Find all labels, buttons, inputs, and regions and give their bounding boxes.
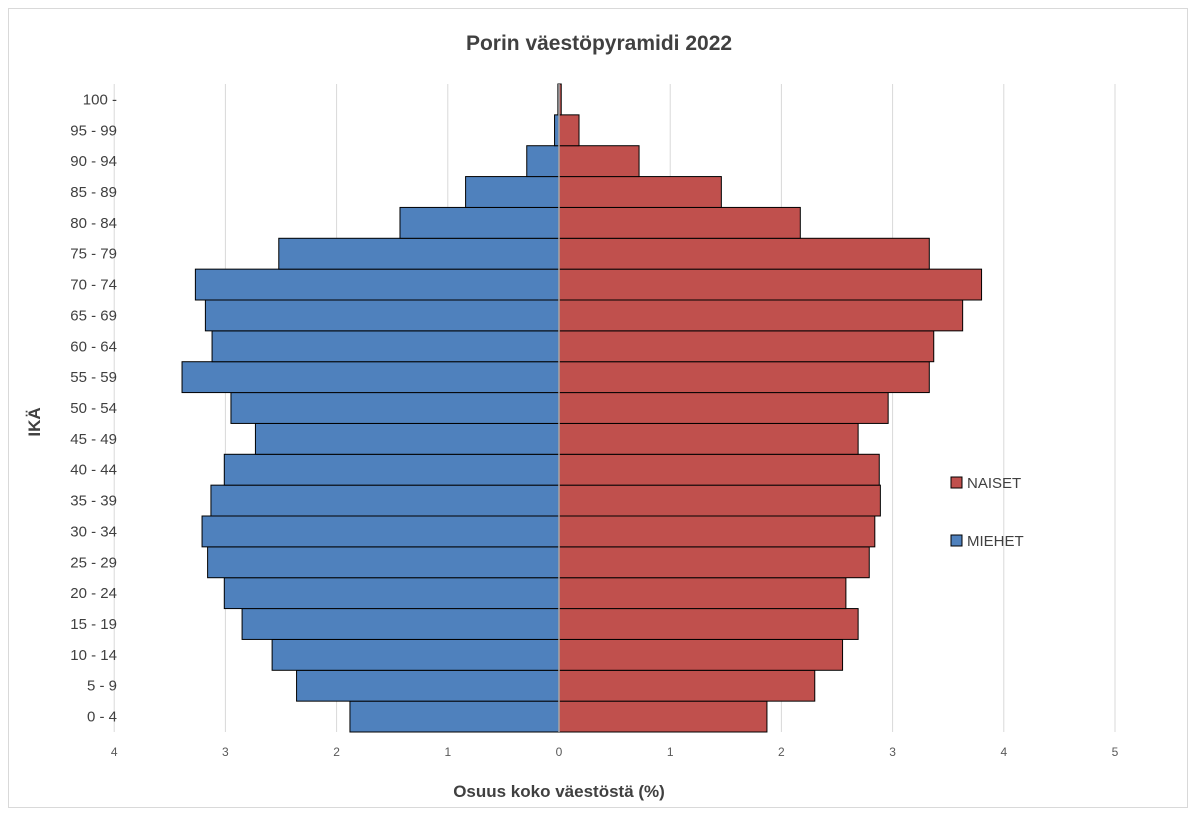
bar-miehet <box>194 268 560 301</box>
y-tick-label: 85 - 89 <box>70 184 117 201</box>
y-tick-label: 95 - 99 <box>70 122 117 139</box>
legend-label-naiset: NAISET <box>967 475 1021 492</box>
x-tick-label: 4 <box>111 745 118 759</box>
bar-naiset <box>558 330 935 363</box>
x-tick-label: 3 <box>222 745 229 759</box>
bar-miehet <box>207 546 560 579</box>
y-tick-labels: 0 - 4 5 - 9 10 - 14 15 - 19 20 - 24 25 - 29 30… <box>70 91 117 725</box>
bar-naiset <box>558 237 930 270</box>
bar-naiset <box>558 484 881 517</box>
y-tick-label: 80 - 84 <box>70 215 117 232</box>
bar-naiset <box>558 361 930 394</box>
bar-miehet <box>223 577 560 610</box>
x-tick-labels: 4 3 2 1 0 1 2 3 4 5 <box>111 745 1119 759</box>
y-tick-label: 5 - 9 <box>87 678 117 695</box>
bar-miehet <box>210 484 560 517</box>
bar-naiset <box>558 392 889 424</box>
y-tick-label: 10 - 14 <box>70 647 117 664</box>
bar-naiset <box>558 114 580 147</box>
bar-miehet <box>241 608 560 640</box>
bar-miehet <box>181 361 560 394</box>
bar-naiset <box>558 638 844 671</box>
bar-naiset <box>558 145 640 178</box>
chart-border <box>8 8 1188 808</box>
bar-naiset <box>558 577 847 610</box>
y-tick-label: 25 - 29 <box>70 554 117 571</box>
y-tick-label: 35 - 39 <box>70 493 117 510</box>
legend: NAISET MIEHET <box>950 475 1024 550</box>
bar-miehet <box>526 145 560 178</box>
bar-naiset <box>558 176 722 208</box>
y-tick-label: 65 - 69 <box>70 307 117 324</box>
bar-naiset <box>558 515 876 548</box>
bar-miehet <box>230 392 560 424</box>
bar-miehet <box>223 453 560 486</box>
y-tick-label: 45 - 49 <box>70 431 117 448</box>
y-tick-label: 30 - 34 <box>70 523 117 540</box>
bar-miehet <box>465 176 560 208</box>
bar-naiset <box>558 453 880 486</box>
bar-naiset <box>558 206 801 239</box>
bar-miehet <box>296 669 560 702</box>
bar-miehet <box>254 422 560 455</box>
legend-label-miehet: MIEHET <box>967 533 1024 550</box>
legend-swatch-miehet <box>950 534 963 547</box>
y-tick-label: 0 - 4 <box>87 709 117 726</box>
y-tick-label: 50 - 54 <box>70 400 117 417</box>
y-axis-title: IKÄ <box>25 407 44 436</box>
x-tick-label: 4 <box>1000 745 1007 759</box>
bar-miehet <box>399 206 560 239</box>
bar-naiset <box>558 268 983 301</box>
bar-naiset <box>558 546 870 579</box>
x-tick-label: 5 <box>1112 745 1119 759</box>
y-tick-label: 90 - 94 <box>70 153 117 170</box>
bar-naiset <box>558 422 859 455</box>
legend-swatch-naiset <box>950 476 963 489</box>
bar-miehet <box>278 237 560 270</box>
y-tick-label: 40 - 44 <box>70 462 117 479</box>
y-tick-label: 100 - <box>83 91 117 108</box>
bar-naiset <box>558 669 816 702</box>
chart-title: Porin väestöpyramidi 2022 <box>466 32 732 55</box>
bar-miehet <box>201 515 560 548</box>
bars-naiset <box>558 83 983 733</box>
y-tick-label: 75 - 79 <box>70 246 117 263</box>
bar-miehet <box>211 330 560 363</box>
x-tick-label: 0 <box>556 745 563 759</box>
x-tick-label: 1 <box>667 745 674 759</box>
y-tick-label: 55 - 59 <box>70 369 117 386</box>
bar-naiset <box>558 700 768 733</box>
x-tick-label: 2 <box>778 745 785 759</box>
bar-naiset <box>558 608 859 640</box>
bar-naiset <box>558 299 964 332</box>
y-tick-label: 70 - 74 <box>70 277 117 294</box>
x-axis-title: Osuus koko väestöstä (%) <box>453 782 665 801</box>
bars-miehet <box>181 83 560 733</box>
x-tick-label: 2 <box>333 745 340 759</box>
bar-miehet <box>349 700 560 733</box>
y-tick-label: 20 - 24 <box>70 585 117 602</box>
bar-miehet <box>271 638 560 671</box>
bar-miehet <box>204 299 560 332</box>
x-tick-label: 3 <box>889 745 896 759</box>
y-tick-label: 15 - 19 <box>70 616 117 633</box>
y-tick-label: 60 - 64 <box>70 338 117 355</box>
x-tick-label: 1 <box>444 745 451 759</box>
